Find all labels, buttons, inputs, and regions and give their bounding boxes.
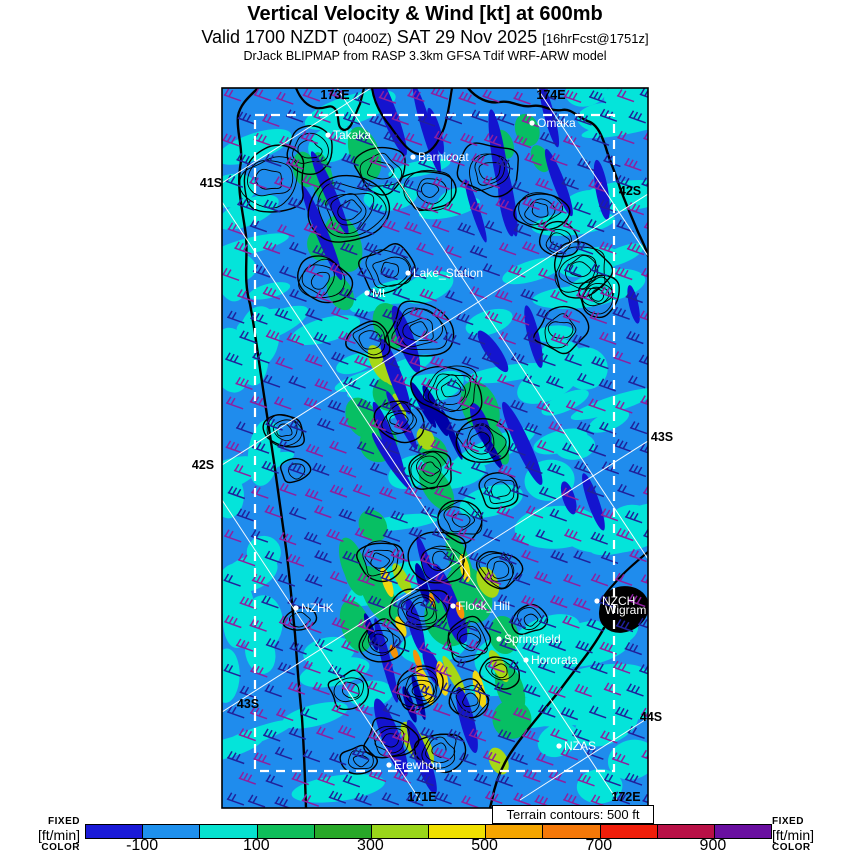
color-scale-segment (657, 825, 715, 838)
station-dot (293, 605, 299, 611)
station-dot (529, 120, 535, 126)
color-label-right: COLOR (772, 842, 811, 853)
fixed-label-left: FIXED (48, 816, 80, 827)
station-label: Omaka (537, 116, 576, 130)
color-scale-segment (200, 825, 258, 838)
valid-date: SAT 29 Nov 2025 (391, 27, 543, 47)
graticule-lines (222, 88, 648, 801)
station-dot (410, 154, 416, 160)
color-scale-tick: 500 (471, 837, 498, 854)
color-scale-segment (314, 825, 372, 838)
station-dot (325, 132, 331, 138)
color-scale-tick: 300 (357, 837, 384, 854)
graticule-label: 174E (536, 88, 565, 102)
color-scale-tick: 100 (242, 837, 270, 854)
graticule-label: 42S (619, 184, 641, 198)
page-title: Vertical Velocity & Wind [kt] at 600mb (247, 3, 603, 25)
color-scale-bar (85, 824, 772, 839)
color-scale-segment (486, 825, 544, 838)
color-scale-segment (714, 825, 772, 838)
color-scale-tick: 900 (699, 837, 727, 854)
map-frame (221, 87, 649, 809)
color-scale-segment (429, 825, 487, 838)
station-label: Wigram (605, 603, 646, 617)
blipmap-plot: 41S 42S 42S 43S 43S 44S 173E 174E 171E 172E Takaka… (192, 87, 673, 809)
terrain-contour-lines (239, 125, 620, 775)
forecast-init: [16hrFcst@1751z] (542, 31, 649, 46)
color-scale-segment (86, 825, 144, 838)
station-dot (594, 598, 600, 604)
graticule-label: 172E (611, 790, 640, 804)
station-dot (496, 636, 502, 642)
station-label: Erewhon (394, 758, 441, 772)
domain-boundary (253, 113, 616, 773)
color-scale-segment (257, 825, 315, 838)
terrain-contours-note: Terrain contours: 500 ft (492, 805, 654, 824)
station-dot (386, 762, 392, 768)
station-dot (364, 290, 370, 296)
header: Vertical Velocity & Wind [kt] at 600mb V… (0, 0, 850, 63)
station-label: NZHK (301, 601, 334, 615)
station-label: Lake_Station (413, 266, 483, 280)
color-scale-units-left: FIXED [ft/min] COLOR (0, 817, 83, 853)
graticule-label: 42S (192, 458, 214, 472)
color-scale-tick: 700 (585, 837, 613, 854)
wind-barbs (222, 88, 648, 808)
graticule-label: 41S (200, 176, 222, 190)
station-label: Mt (372, 286, 386, 300)
station-dot (450, 603, 456, 609)
graticule-label: 43S (651, 430, 673, 444)
station-label: Takaka (333, 128, 371, 142)
color-scale-segment (543, 825, 601, 838)
color-scale-segment (371, 825, 430, 838)
graticule-label: 171E (407, 790, 436, 804)
color-scale-tick: -100 (126, 837, 159, 854)
fixed-label-right: FIXED (772, 816, 804, 827)
color-scale-ticks: -100 100 300 500 700 900 (85, 837, 770, 857)
station-label: NZAS (564, 739, 596, 753)
map-fill-layer (222, 88, 648, 808)
graticule-label: 43S (237, 697, 259, 711)
station-dot (405, 270, 411, 276)
graticule-label: 44S (640, 710, 662, 724)
valid-z-time: (0400Z) (342, 30, 392, 46)
model-line: DrJack BLIPMAP from RASP 3.3km GFSA Tdif… (243, 49, 607, 63)
station-label: Flock_Hill (458, 599, 510, 613)
station-label: NZCH (602, 594, 635, 608)
color-scale-segment (143, 825, 201, 838)
station-label: Springfield (504, 632, 561, 646)
station-label: Hororata (531, 653, 578, 667)
station-dot (556, 743, 562, 749)
units-label-right: [ft/min] (772, 827, 815, 843)
color-scale-units-right: FIXED [ft/min] COLOR (772, 817, 850, 853)
units-label-left: [ft/min] (37, 827, 80, 843)
station-dot (523, 657, 529, 663)
color-label-left: COLOR (41, 842, 80, 853)
station-label: Barnicoat (418, 150, 469, 164)
color-scale-segment (600, 825, 658, 838)
graticule-label: 173E (320, 88, 349, 102)
valid-time: Valid 1700 NZDT (201, 27, 343, 47)
valid-time-line: Valid 1700 NZDT (0400Z) SAT 29 Nov 2025 … (0, 27, 850, 48)
